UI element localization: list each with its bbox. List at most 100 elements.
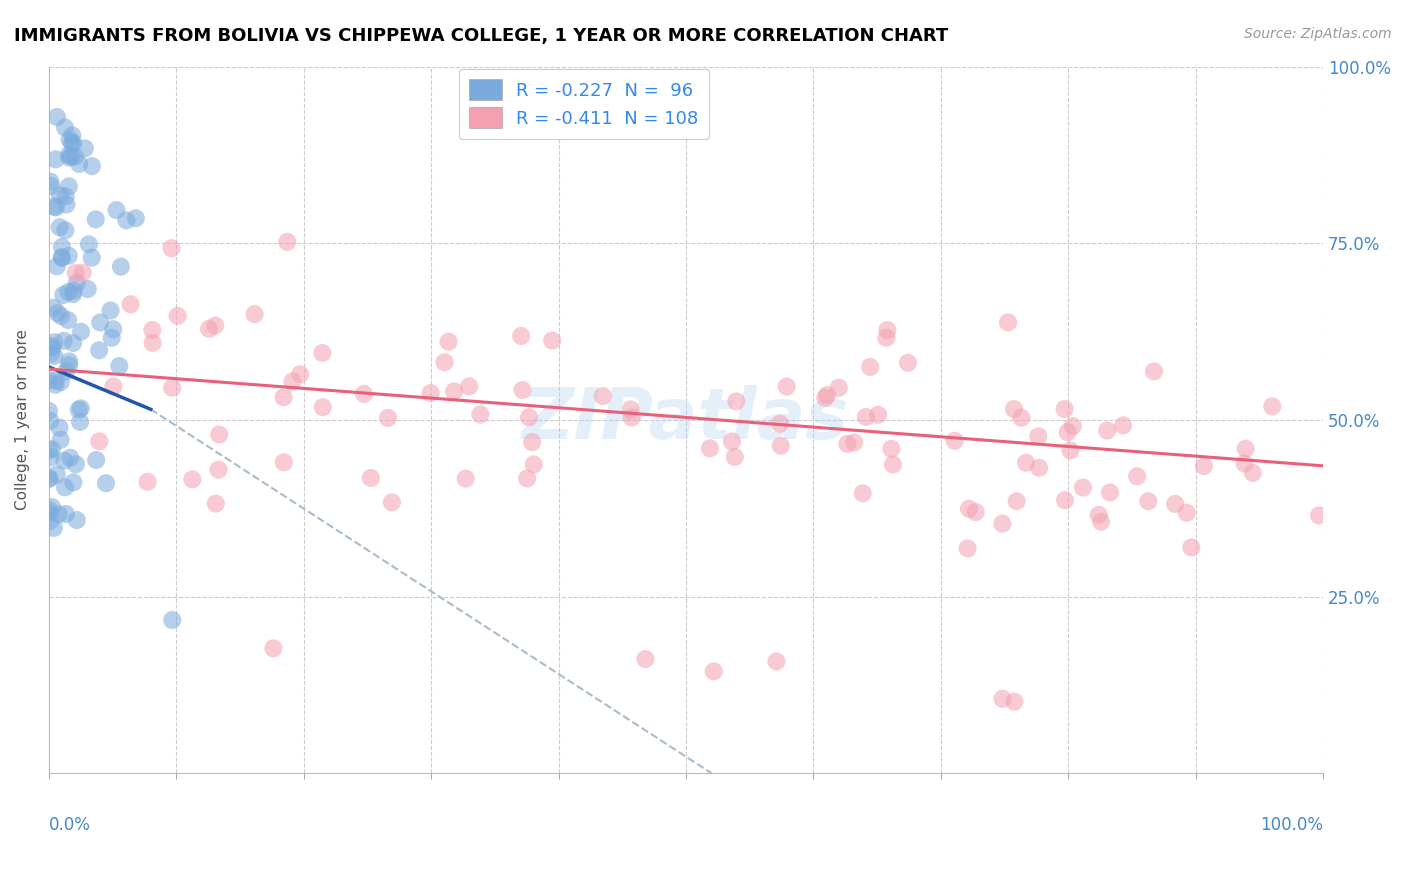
Point xyxy=(60,149,83,163)
Text: IMMIGRANTS FROM BOLIVIA VS CHIPPEWA COLLEGE, 1 YEAR OR MORE CORRELATION CHART: IMMIGRANTS FROM BOLIVIA VS CHIPPEWA COLL… xyxy=(14,27,948,45)
Point xyxy=(62,287,84,301)
Point xyxy=(84,212,107,227)
Point xyxy=(48,420,70,434)
Point xyxy=(510,329,533,343)
Point xyxy=(53,120,76,135)
Point xyxy=(45,467,67,482)
Point xyxy=(828,381,851,395)
Point xyxy=(1002,402,1025,417)
Point xyxy=(281,375,304,389)
Point xyxy=(48,220,70,235)
Point xyxy=(1137,494,1160,508)
Point xyxy=(1112,418,1135,433)
Point xyxy=(1010,410,1032,425)
Point xyxy=(67,157,90,171)
Point xyxy=(1087,508,1109,522)
Point xyxy=(523,458,546,472)
Point xyxy=(141,323,163,337)
Point xyxy=(868,408,890,422)
Point xyxy=(1095,424,1118,438)
Point xyxy=(67,402,90,417)
Point xyxy=(1028,460,1050,475)
Point xyxy=(45,110,67,124)
Point xyxy=(39,175,62,189)
Point xyxy=(276,235,298,249)
Point xyxy=(108,359,131,373)
Point xyxy=(360,471,382,485)
Point xyxy=(1164,497,1187,511)
Point xyxy=(55,197,77,211)
Point xyxy=(517,410,540,425)
Point xyxy=(69,401,91,416)
Point xyxy=(103,379,125,393)
Point xyxy=(89,316,111,330)
Point xyxy=(51,250,73,264)
Point xyxy=(38,507,60,521)
Point xyxy=(520,435,543,450)
Point xyxy=(1234,442,1257,456)
Point xyxy=(880,442,903,456)
Point xyxy=(1241,466,1264,480)
Point xyxy=(1062,419,1084,434)
Point xyxy=(1053,402,1076,417)
Point xyxy=(60,128,83,143)
Point xyxy=(73,141,96,155)
Point xyxy=(56,313,79,327)
Point xyxy=(855,409,877,424)
Point xyxy=(55,223,77,237)
Point xyxy=(70,325,93,339)
Point xyxy=(52,334,75,348)
Point xyxy=(1143,364,1166,378)
Text: 0.0%: 0.0% xyxy=(49,815,90,834)
Point xyxy=(45,153,67,167)
Point xyxy=(49,375,72,389)
Point xyxy=(69,415,91,429)
Point xyxy=(51,240,73,254)
Point xyxy=(181,472,204,486)
Point xyxy=(41,442,63,457)
Point xyxy=(58,285,80,299)
Point xyxy=(273,455,295,469)
Point xyxy=(699,442,721,456)
Point xyxy=(80,159,103,173)
Point xyxy=(243,307,266,321)
Point xyxy=(89,343,111,358)
Point xyxy=(125,211,148,226)
Point xyxy=(44,377,66,392)
Point xyxy=(38,404,60,418)
Point xyxy=(769,439,792,453)
Point xyxy=(541,334,564,348)
Point xyxy=(1192,459,1215,474)
Point xyxy=(45,201,67,215)
Point xyxy=(1056,425,1078,440)
Point xyxy=(204,497,226,511)
Text: Source: ZipAtlas.com: Source: ZipAtlas.com xyxy=(1244,27,1392,41)
Point xyxy=(204,318,226,333)
Point xyxy=(38,443,60,458)
Point xyxy=(1233,457,1256,471)
Point xyxy=(997,315,1019,329)
Point xyxy=(876,323,898,337)
Point xyxy=(1026,429,1049,443)
Point xyxy=(38,502,60,516)
Point xyxy=(44,200,66,214)
Point xyxy=(353,387,375,401)
Point xyxy=(776,379,799,393)
Point xyxy=(55,507,77,521)
Point xyxy=(65,457,87,471)
Point xyxy=(1261,400,1284,414)
Point xyxy=(454,472,477,486)
Point xyxy=(136,475,159,489)
Point xyxy=(1099,485,1122,500)
Point xyxy=(58,151,80,165)
Point xyxy=(288,368,311,382)
Point xyxy=(897,356,920,370)
Point xyxy=(46,306,69,320)
Point xyxy=(65,266,87,280)
Point xyxy=(45,260,67,274)
Point xyxy=(619,402,641,417)
Point xyxy=(51,309,73,323)
Point xyxy=(1180,541,1202,555)
Point xyxy=(725,394,748,409)
Point xyxy=(470,408,492,422)
